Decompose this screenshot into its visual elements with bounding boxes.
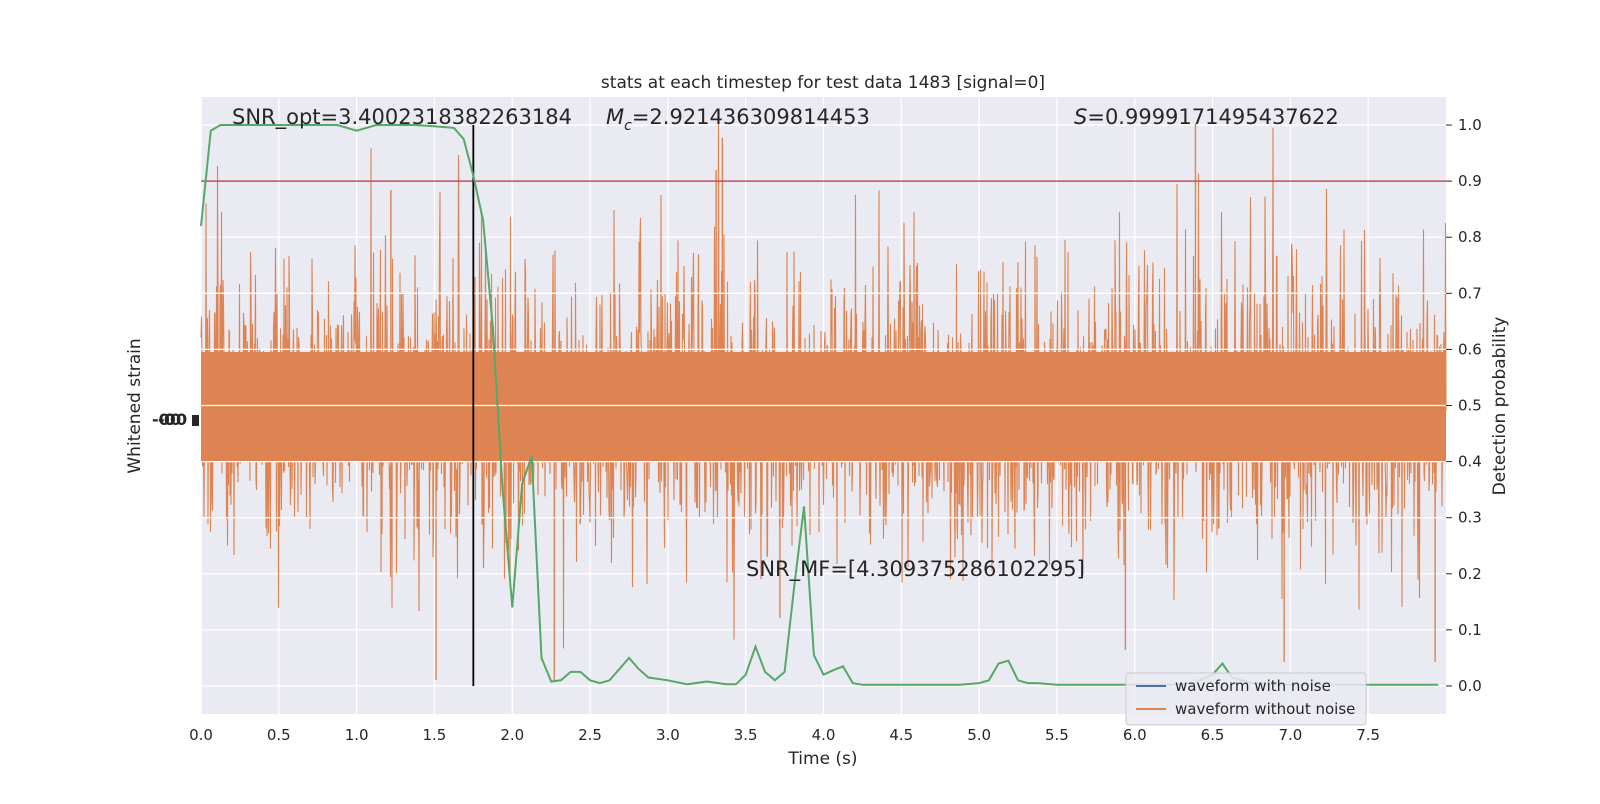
legend-label-without-noise: waveform without noise bbox=[1175, 700, 1355, 718]
strain-dense-band bbox=[201, 352, 1446, 462]
x-tick-label: 2.0 bbox=[500, 726, 524, 744]
whitened-strain-trace bbox=[200, 108, 1447, 680]
legend-box bbox=[1125, 672, 1367, 726]
x-tick-label: 4.0 bbox=[812, 726, 836, 744]
y-left-tick-mark bbox=[192, 415, 199, 426]
x-tick-label: 3.0 bbox=[656, 726, 680, 744]
whitened-strain-noise-path bbox=[200, 108, 1447, 649]
x-tick-label: 0.5 bbox=[267, 726, 291, 744]
y-left-tick-label: -0 bbox=[152, 410, 170, 429]
x-tick-label: 1.0 bbox=[345, 726, 369, 744]
y-right-tick-label: 0.6 bbox=[1458, 340, 1482, 358]
y-right-tick-label: 0.8 bbox=[1458, 228, 1482, 246]
x-tick-label: 4.5 bbox=[889, 726, 913, 744]
y-left-tick-label: 0 bbox=[164, 410, 175, 429]
y-right-tick-label: 1.0 bbox=[1458, 116, 1482, 134]
y-right-tick-label: 0.4 bbox=[1458, 453, 1482, 471]
annotation-snr-mf: SNR_MF=[4.309375286102295] bbox=[746, 557, 1085, 582]
score-value: =0.9999171495437622 bbox=[1087, 105, 1338, 129]
y-left-tick-label: 0 bbox=[176, 410, 187, 429]
chirp-mass-subscript: c bbox=[624, 118, 632, 134]
y-left-tick-label: 0 bbox=[170, 410, 181, 429]
x-tick-label: 0.0 bbox=[189, 726, 213, 744]
x-tick-label: 2.5 bbox=[578, 726, 602, 744]
x-tick-label: 6.0 bbox=[1123, 726, 1147, 744]
legend-label-with-noise: waveform with noise bbox=[1175, 677, 1331, 695]
annotation-snr-opt: SNR_opt=3.4002318382263184 bbox=[232, 105, 572, 130]
left-axis-label: Whitened strain bbox=[125, 338, 145, 473]
x-tick-label: 5.0 bbox=[967, 726, 991, 744]
y-right-tick-label: 0.3 bbox=[1458, 509, 1482, 527]
tick-label-layer: 0.0 0.5 1.0 1.5 2.0 2.5 3.0 3.5 4.0 4.5 5.0 5.5 6.0 6… bbox=[152, 116, 1482, 744]
right-axis-label: Detection probability bbox=[1490, 317, 1510, 496]
y-right-tick-label: 0.5 bbox=[1458, 397, 1482, 415]
chirp-mass-symbol: M bbox=[606, 105, 624, 129]
y-right-tick-label: 0.0 bbox=[1458, 677, 1482, 695]
annotation-score: S=0.9999171495437622 bbox=[1074, 105, 1339, 129]
annotation-chirp-mass: Mc=2.921436309814453 bbox=[606, 105, 870, 134]
chirp-mass-value: =2.921436309814453 bbox=[632, 105, 870, 129]
y-right-tick-label: 0.2 bbox=[1458, 565, 1482, 583]
x-tick-label: 7.0 bbox=[1278, 726, 1302, 744]
y-right-tick-label: 0.1 bbox=[1458, 621, 1482, 639]
score-symbol: S bbox=[1074, 105, 1087, 129]
x-tick-label: 1.5 bbox=[423, 726, 447, 744]
y-right-tick-label: 0.9 bbox=[1458, 172, 1482, 190]
x-axis-label: Time (s) bbox=[787, 749, 857, 769]
chart-title: stats at each timestep for test data 148… bbox=[601, 73, 1045, 93]
x-tick-label: 3.5 bbox=[734, 726, 758, 744]
y-left-tick-label: -0 bbox=[158, 410, 176, 429]
x-tick-label: 5.5 bbox=[1045, 726, 1069, 744]
x-tick-label: 7.5 bbox=[1356, 726, 1380, 744]
x-tick-label: 6.5 bbox=[1201, 726, 1225, 744]
y-right-tick-label: 0.7 bbox=[1458, 284, 1482, 302]
legend: waveform with noise waveform without noi… bbox=[1125, 672, 1367, 726]
